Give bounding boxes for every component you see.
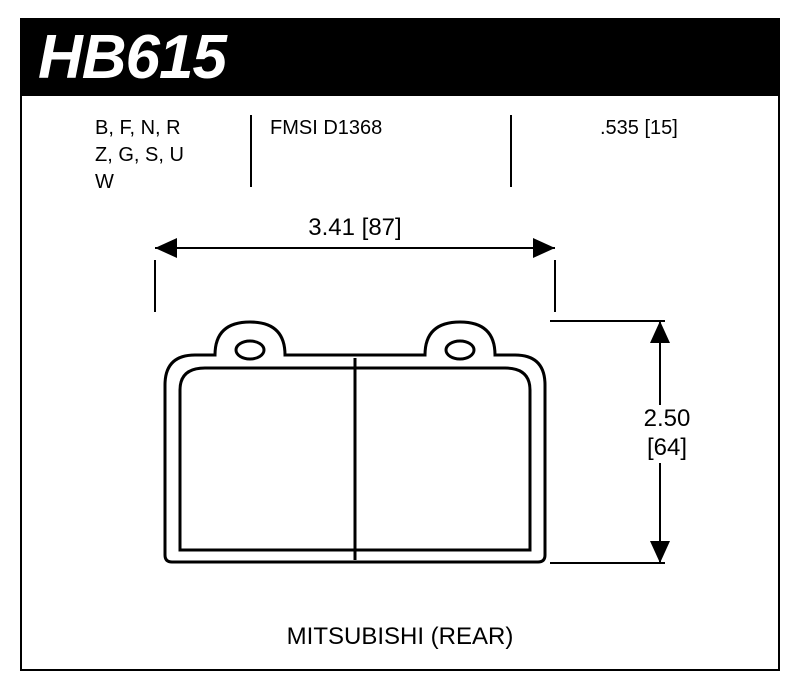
divider-1 bbox=[250, 115, 252, 187]
height-mm: [64] bbox=[622, 434, 712, 463]
compounds-line2: Z, G, S, U bbox=[95, 142, 184, 169]
spec-row: B, F, N, R Z, G, S, U W FMSI D1368 .535 … bbox=[40, 115, 760, 200]
part-number: HB615 bbox=[38, 22, 226, 93]
divider-2 bbox=[510, 115, 512, 187]
spec-sheet: HB615 B, F, N, R Z, G, S, U W FMSI D1368… bbox=[0, 0, 800, 691]
fmsi-code: FMSI D1368 bbox=[270, 115, 382, 142]
compounds-line1: B, F, N, R bbox=[95, 115, 184, 142]
brake-pad-outline bbox=[135, 310, 575, 570]
compounds-line3: W bbox=[95, 169, 184, 196]
height-dimension-label: 2.50 [64] bbox=[622, 405, 712, 463]
width-dimension-label: 3.41 [87] bbox=[270, 214, 440, 242]
header-bar: HB615 bbox=[20, 18, 780, 96]
height-in: 2.50 bbox=[622, 405, 712, 434]
compounds-list: B, F, N, R Z, G, S, U W bbox=[95, 115, 184, 196]
diagram-area: 3.41 [87] 2.50 [64] bbox=[40, 220, 760, 611]
thickness-spec: .535 [15] bbox=[600, 115, 678, 142]
application-label: MITSUBISHI (REAR) bbox=[0, 623, 800, 651]
